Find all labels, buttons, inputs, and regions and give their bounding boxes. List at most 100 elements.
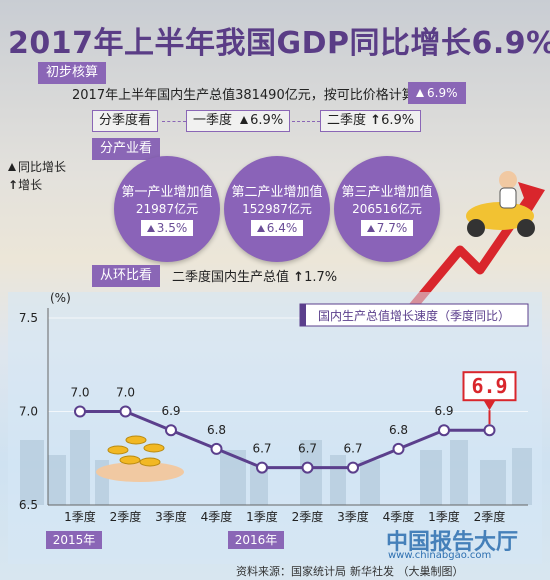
data-point: [347, 461, 359, 474]
qoq-tag: 从环比看: [92, 265, 161, 287]
building-shape: [250, 465, 268, 505]
q2-box: 二季度 ↑6.9%: [320, 110, 422, 132]
data-point: [301, 461, 314, 474]
legend-growth: ↑增长: [8, 176, 42, 193]
triangle-up-icon: [416, 89, 424, 97]
x-tick-label: 2季度: [474, 509, 506, 524]
arrow-up-icon: ↑: [293, 270, 305, 285]
data-point: [165, 424, 177, 437]
data-point: [210, 442, 223, 455]
rising-arrow-line: [406, 197, 532, 313]
x-tick-label: 1季度: [246, 509, 278, 524]
data-point: [119, 405, 132, 418]
year-label-box: [46, 531, 102, 549]
data-label: 6.7: [343, 442, 362, 456]
legend-yoy: 同比增长: [8, 158, 66, 175]
x-tick-label: 3季度: [155, 509, 187, 524]
building-shape: [330, 455, 346, 505]
series-line: [80, 410, 490, 470]
data-label: 6.8: [207, 423, 226, 437]
preliminary-growth-badge: 6.9%: [408, 82, 466, 104]
preliminary-tag: 初步核算: [38, 62, 107, 84]
source-text: 资料来源：国家统计局: [236, 565, 346, 578]
year-label: 2015年: [53, 533, 96, 547]
qoq-row: 二季度国内生产总值 ↑1.7%: [172, 266, 337, 285]
arrow-up-icon: ↑: [8, 178, 19, 192]
data-label: 6.7: [252, 442, 271, 456]
x-tick-label: 1季度: [64, 509, 96, 524]
building-shape: [300, 440, 322, 505]
highlight-callout-pointer: [483, 400, 496, 411]
data-label: 7.0: [70, 386, 89, 400]
y-tick-label: 7.0: [19, 405, 38, 419]
chart-background: [8, 292, 542, 564]
highlight-label: 6.9: [471, 374, 507, 398]
chart-title-accent: [300, 304, 306, 326]
y-tick-label: 6.5: [19, 498, 38, 512]
coin-icon: [125, 435, 147, 445]
industry-circle-primary: 第一产业增加值 21987亿元 3.5%: [114, 156, 220, 262]
industry-growth: 6.4%: [250, 220, 304, 236]
qoq-text: 二季度国内生产总值: [172, 270, 290, 285]
building-shape: [450, 440, 468, 505]
industry-circle-tertiary: 第三产业增加值 206516亿元 7.7%: [334, 156, 440, 262]
qoq-value: 1.7%: [304, 270, 338, 285]
legend-yoy-label: 同比增长: [18, 160, 67, 174]
triangle-up-icon: [256, 225, 265, 232]
building-shape: [48, 455, 66, 505]
data-point: [392, 442, 405, 455]
watermark-url: www.chinabgao.com: [388, 550, 492, 561]
gdp-growth-chart: 6.5 7.0 7.5 7.0 7.0 6.9 6.8 6.7 6.7 6.7 6.8 6.9 6.9…: [8, 291, 542, 564]
data-point: [438, 424, 450, 437]
preliminary-growth-value: 6.9%: [427, 86, 458, 100]
chart-title: 国内生产总值增长速度（季度同比）: [318, 308, 510, 323]
building-shape: [70, 430, 90, 505]
coin-icon: [143, 443, 165, 453]
scooter-wheel-icon: [467, 219, 485, 237]
preliminary-text: 2017年上半年国内生产总值381490亿元，按可比价格计算: [72, 88, 415, 103]
industry-amount: 152987亿元: [242, 202, 312, 216]
legend-growth-label: 增长: [18, 178, 43, 192]
building-shape: [480, 460, 506, 505]
x-tick-label: 3季度: [337, 509, 369, 524]
x-tick-label: 4季度: [201, 509, 233, 524]
watermark-text: 中国报告大厅: [386, 530, 519, 555]
data-label: 6.7: [298, 442, 317, 456]
hand-illustration: [96, 462, 184, 482]
industry-amount: 206516亿元: [352, 202, 422, 216]
data-label: 6.9: [434, 404, 453, 418]
triangle-up-icon: [8, 163, 16, 171]
divider: [292, 121, 320, 122]
q2-label: 二季度: [327, 113, 367, 128]
year-label: 2016年: [235, 533, 278, 547]
scooter-wheel-icon: [517, 219, 535, 237]
triangle-up-icon: [146, 225, 155, 232]
rising-arrow-head: [518, 182, 545, 214]
page-title: 2017年上半年我国GDP同比增长6.9%: [8, 26, 550, 61]
x-tick-label: 2季度: [110, 509, 142, 524]
quarter-tag: 分季度看: [92, 110, 159, 132]
triangle-up-icon: [366, 225, 375, 232]
rider-head: [499, 171, 517, 189]
q2-value: 6.9%: [381, 113, 415, 128]
coin-icon: [119, 455, 141, 465]
data-label: 7.0: [116, 386, 135, 400]
x-tick-label: 1季度: [428, 509, 460, 524]
year-label-box: [228, 531, 284, 549]
industry-circle-secondary: 第二产业增加值 152987亿元 6.4%: [224, 156, 330, 262]
rising-arrow-illustration: [406, 182, 545, 313]
industry-name: 第二产业增加值: [231, 185, 323, 200]
divider: [162, 121, 186, 122]
building-shape: [20, 440, 44, 505]
triangle-up-icon: [240, 116, 249, 124]
industry-amount: 21987亿元: [135, 202, 199, 216]
data-point: [256, 461, 268, 474]
industry-growth: 7.7%: [360, 220, 414, 236]
y-axis-label: (%): [50, 291, 71, 305]
industry-name: 第三产业增加值: [341, 185, 433, 200]
credit-text: 新华社发 （大巢制图）: [350, 565, 464, 578]
q1-label: 一季度: [193, 113, 233, 128]
industry-growth: 3.5%: [140, 220, 194, 236]
data-label: 6.8: [389, 423, 408, 437]
industry-tag: 分产业看: [92, 138, 161, 160]
